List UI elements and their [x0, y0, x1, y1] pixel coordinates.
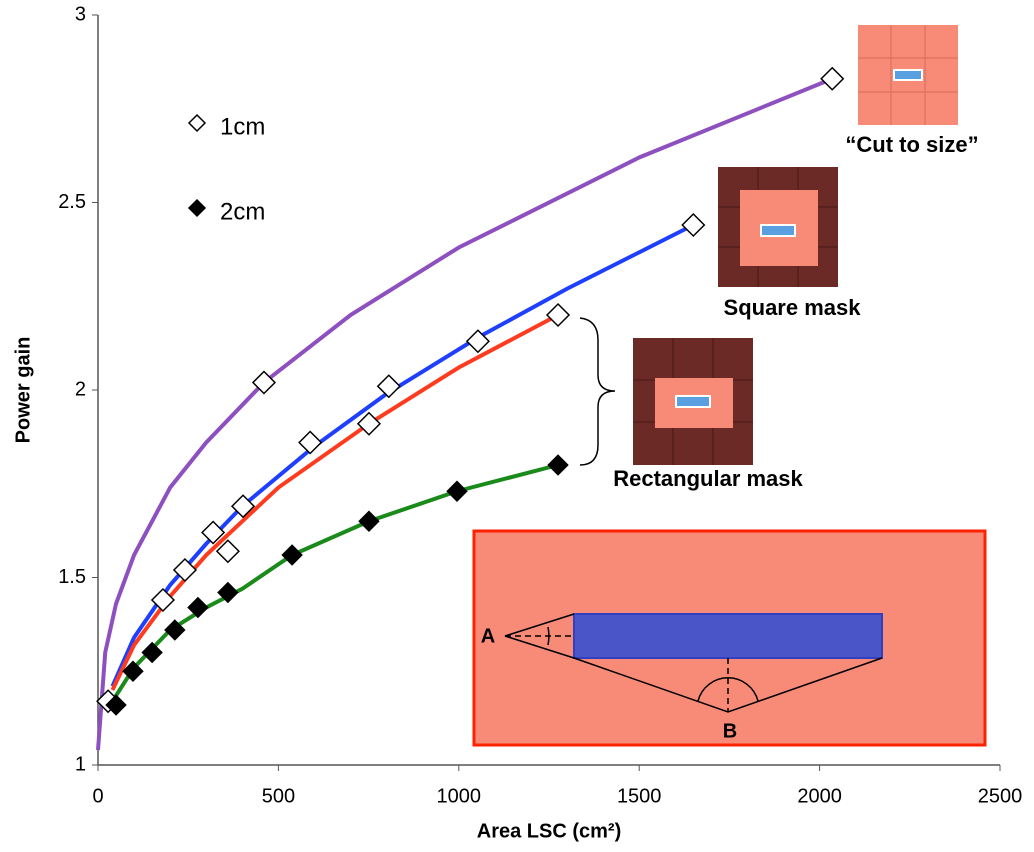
legend-label: 2cm	[220, 198, 265, 225]
y-tick-label: 1.5	[58, 566, 86, 588]
square-mask-icon	[718, 167, 838, 287]
x-tick-label: 2500	[978, 785, 1023, 807]
y-tick-label: 1	[75, 753, 86, 775]
brace	[580, 318, 615, 465]
x-axis-label: Area LSC (cm²)	[477, 820, 621, 842]
x-tick-label: 0	[92, 785, 103, 807]
legend-marker	[189, 115, 205, 131]
point	[821, 68, 843, 90]
point	[299, 432, 321, 454]
x-tick-label: 500	[262, 785, 295, 807]
point	[142, 643, 162, 663]
y-axis-label: Power gain	[12, 337, 34, 444]
annotation: Rectangular mask	[613, 466, 803, 491]
annotation: A	[481, 625, 495, 647]
x-tick-label: 2000	[797, 785, 842, 807]
chart: 1 1.5 2 2.5 3 0 500 1000 1500 2000 2500 Area LSC (c…	[0, 0, 1034, 852]
annotation: “Cut to size”	[845, 132, 978, 157]
point	[378, 375, 400, 397]
x-tick-label: 1500	[617, 785, 662, 807]
point	[682, 214, 704, 236]
y-tick-label: 3	[75, 3, 86, 25]
cut-to-size-icon	[858, 25, 958, 125]
point	[188, 598, 208, 618]
inset	[474, 531, 985, 745]
point	[359, 511, 379, 531]
legend-marker	[189, 200, 205, 216]
y-tick-label: 2.5	[58, 191, 86, 213]
point	[548, 455, 568, 475]
legend-label: 1cm	[220, 113, 265, 140]
point	[447, 481, 467, 501]
point	[547, 304, 569, 326]
rectangular-mask-icon	[633, 338, 753, 465]
annotation: B	[723, 720, 737, 742]
y-tick-label: 2	[75, 378, 86, 400]
annotation: Square mask	[724, 295, 862, 320]
x-tick-label: 1000	[437, 785, 482, 807]
